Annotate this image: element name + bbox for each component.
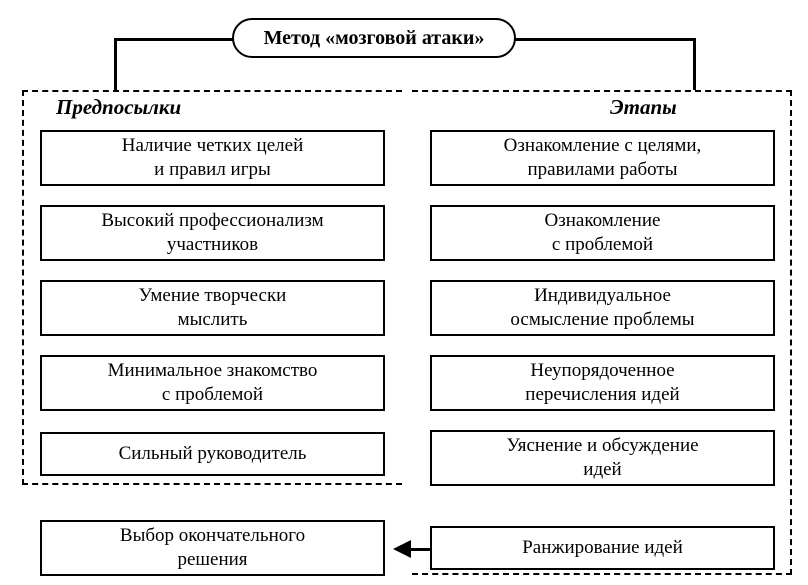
- right-item-0: Ознакомление с целями, правилами работы: [430, 130, 775, 186]
- right-item-1-text: Ознакомление с проблемой: [545, 209, 661, 257]
- left-item-3: Минимальное знакомство с проблемой: [40, 355, 385, 411]
- right-item-3: Неупорядоченное перечисления идей: [430, 355, 775, 411]
- right-item-4: Уяснение и обсуждение идей: [430, 430, 775, 486]
- title-box: Метод «мозговой атаки»: [232, 18, 516, 58]
- connector-left-down: [114, 38, 117, 90]
- right-item-1: Ознакомление с проблемой: [430, 205, 775, 261]
- left-item-4-text: Сильный руководитель: [119, 442, 307, 466]
- right-item-2-text: Индивидуальное осмысление проблемы: [510, 284, 694, 332]
- connector-right-down: [693, 38, 696, 90]
- left-item-5-text: Выбор окончательного решения: [120, 524, 305, 572]
- left-item-5: Выбор окончательного решения: [40, 520, 385, 576]
- right-item-0-text: Ознакомление с целями, правилами работы: [504, 134, 702, 182]
- title-text: Метод «мозговой атаки»: [264, 27, 485, 50]
- left-item-0-text: Наличие четких целей и правил игры: [122, 134, 304, 182]
- right-item-5: Ранжирование идей: [430, 526, 775, 570]
- right-item-4-text: Уяснение и обсуждение идей: [506, 434, 698, 482]
- right-item-5-text: Ранжирование идей: [522, 536, 683, 560]
- left-item-2-text: Умение творчески мыслить: [139, 284, 287, 332]
- left-item-1: Высокий профессионализм участников: [40, 205, 385, 261]
- group-left-label: Предпосылки: [56, 95, 181, 120]
- left-item-4: Сильный руководитель: [40, 432, 385, 476]
- arrow-head-icon: [393, 540, 411, 558]
- right-item-3-text: Неупорядоченное перечисления идей: [525, 359, 679, 407]
- left-item-2: Умение творчески мыслить: [40, 280, 385, 336]
- left-item-0: Наличие четких целей и правил игры: [40, 130, 385, 186]
- left-item-3-text: Минимальное знакомство с проблемой: [108, 359, 318, 407]
- group-right-label: Этапы: [610, 95, 677, 120]
- left-item-1-text: Высокий профессионализм участников: [101, 209, 323, 257]
- right-item-2: Индивидуальное осмысление проблемы: [430, 280, 775, 336]
